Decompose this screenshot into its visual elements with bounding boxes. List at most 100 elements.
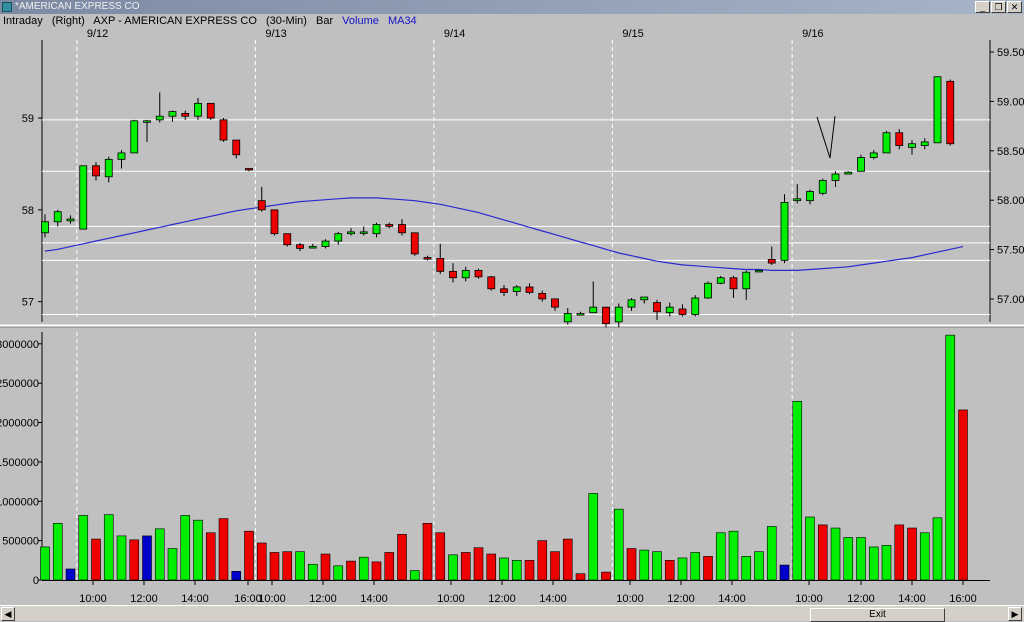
candle-body — [729, 277, 738, 290]
candle — [614, 303, 623, 328]
candle — [627, 297, 636, 311]
candle — [716, 275, 725, 285]
minimize-button[interactable]: _ — [975, 1, 990, 13]
candle — [933, 76, 942, 144]
volume-bar — [715, 532, 726, 581]
candle — [895, 129, 904, 150]
volume-bar — [741, 556, 752, 581]
candle — [385, 222, 394, 229]
volume-bar — [817, 524, 828, 581]
right-tick-label: 58.50 — [997, 146, 1024, 158]
volume-bar — [575, 573, 586, 581]
candle — [551, 298, 559, 311]
candle-body — [283, 233, 292, 246]
volume-bar — [805, 516, 815, 581]
candle — [41, 214, 49, 238]
candle — [563, 308, 572, 325]
volume-bar — [524, 560, 535, 581]
volume-bar — [129, 539, 140, 581]
candle-body — [627, 299, 636, 308]
volume-x-tick-label: 12:00 — [309, 593, 337, 605]
candle — [946, 79, 955, 146]
candle — [79, 165, 88, 230]
volume-pane: 3000000 2500000 2000000 1500000 1000000 50000… — [0, 332, 990, 605]
candle-body — [117, 152, 126, 160]
volume-bar — [830, 527, 841, 581]
volume-bar — [333, 565, 344, 581]
close-button[interactable]: ✕ — [1007, 1, 1022, 13]
volume-bar — [894, 524, 905, 581]
window-title-bar: *AMERICAN EXPRESS CO _ ❐ ✕ — [0, 0, 1024, 14]
candle — [806, 189, 814, 205]
candle — [130, 119, 139, 154]
left-tick-label: 57 — [22, 297, 34, 309]
volume-bar — [422, 523, 433, 581]
style-label: Bar — [315, 15, 334, 27]
candle-body — [372, 224, 381, 235]
candle — [219, 118, 228, 142]
candle — [449, 263, 457, 283]
volume-bar — [269, 552, 280, 581]
volume-bar — [613, 508, 624, 581]
candle — [245, 168, 253, 172]
volume-bar — [142, 535, 152, 581]
candle — [844, 171, 853, 175]
chart-info-bar: Intraday (Right) AXP - AMERICAN EXPRESS … — [0, 14, 1024, 28]
volume-x-tick-label: 14:00 — [360, 593, 388, 605]
candle-body — [423, 257, 432, 260]
candle — [831, 171, 840, 187]
candle-body — [296, 244, 304, 249]
candle — [742, 270, 751, 300]
volume-bar — [550, 551, 560, 581]
volume-x-tick-label: 10:00 — [616, 593, 644, 605]
volume-y-tick-label: 2000000 — [0, 418, 39, 430]
candle-body — [321, 240, 330, 247]
candle-body — [933, 76, 942, 144]
candle-body — [678, 308, 687, 315]
candle — [755, 269, 763, 273]
candle — [410, 232, 419, 256]
scroll-left-button[interactable]: ◀ — [1, 607, 15, 621]
volume-bar — [282, 551, 293, 581]
candle-body — [780, 202, 789, 261]
candle — [334, 231, 343, 245]
candle — [257, 186, 266, 212]
candle-body — [767, 259, 776, 264]
volume-bar — [103, 514, 114, 581]
candle-body — [206, 102, 215, 119]
candle-body — [104, 158, 113, 178]
volume-bar — [40, 546, 50, 581]
candle — [538, 290, 547, 302]
restore-button[interactable]: ❐ — [991, 1, 1006, 13]
candle-body — [857, 157, 865, 172]
volume-x-tick-label: 14:00 — [898, 593, 926, 605]
candle-body — [398, 224, 406, 234]
volume-bar — [91, 538, 101, 581]
scroll-right-button[interactable]: ▶ — [1008, 607, 1022, 621]
candle — [423, 255, 432, 261]
candle — [398, 219, 406, 236]
exit-button[interactable]: Exit — [810, 608, 945, 622]
left-tick-label: 58 — [22, 205, 34, 217]
volume-x-tick-label: 14:00 — [181, 593, 209, 605]
volume-bar — [588, 493, 599, 581]
candle-body — [347, 231, 355, 235]
candle-body — [869, 152, 878, 158]
volume-bar — [180, 515, 191, 581]
candle — [640, 296, 649, 304]
volume-x-tick-label: 16:00 — [949, 593, 977, 605]
volume-bar — [52, 523, 63, 581]
candle — [206, 102, 215, 120]
candle-body — [181, 113, 190, 117]
candle — [104, 156, 113, 183]
volume-y-tick-label: 1500000 — [0, 457, 39, 469]
horizontal-scrollbar[interactable]: ◀ Exit ▶ — [0, 605, 1024, 622]
candle-body — [589, 306, 598, 314]
date-label: 9/12 — [87, 28, 108, 40]
right-tick-label: 57.00 — [997, 294, 1024, 306]
volume-bar — [690, 552, 701, 581]
candle — [780, 194, 789, 264]
candle — [168, 110, 177, 122]
candle-body — [551, 298, 559, 308]
volume-bar — [435, 532, 446, 581]
